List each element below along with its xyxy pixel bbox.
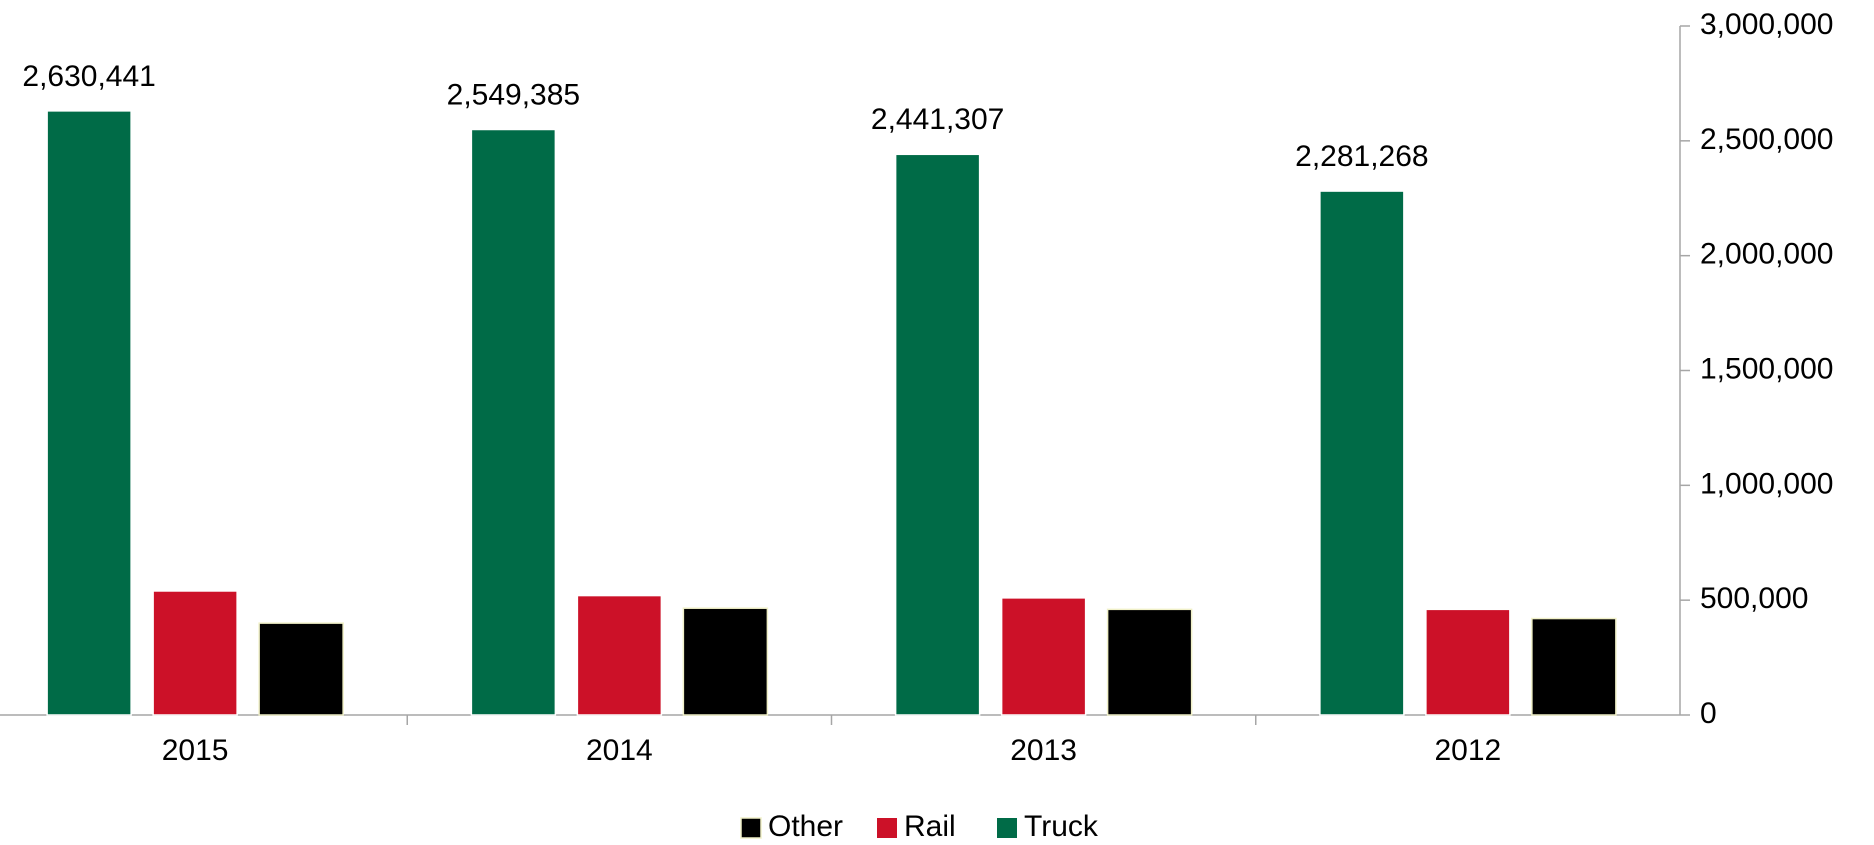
legend-label: Truck bbox=[1024, 810, 1099, 843]
bar bbox=[682, 607, 769, 716]
bar bbox=[470, 128, 557, 716]
y-tick-label: 1,000,000 bbox=[1700, 467, 1833, 500]
bar bbox=[258, 622, 344, 716]
bar bbox=[1531, 617, 1617, 716]
bar bbox=[152, 590, 238, 716]
x-tick-label: 2015 bbox=[162, 734, 229, 767]
bar bbox=[576, 594, 663, 716]
bar bbox=[894, 153, 981, 716]
y-tick-label: 0 bbox=[1700, 697, 1717, 730]
bar bbox=[1319, 190, 1405, 716]
data-label: 2,281,268 bbox=[1295, 140, 1428, 173]
x-tick-label: 2013 bbox=[1010, 734, 1077, 767]
legend-swatch bbox=[877, 818, 897, 838]
data-label: 2,630,441 bbox=[22, 60, 155, 93]
legend-label: Rail bbox=[904, 810, 956, 843]
legend-swatch bbox=[740, 817, 762, 839]
y-tick-label: 3,000,000 bbox=[1700, 8, 1833, 41]
y-tick-label: 2,500,000 bbox=[1700, 123, 1833, 156]
bar bbox=[46, 110, 132, 716]
legend-label: Other bbox=[768, 810, 843, 843]
y-tick-label: 1,500,000 bbox=[1700, 352, 1833, 385]
y-tick-label: 2,000,000 bbox=[1700, 238, 1833, 271]
x-tick-label: 2012 bbox=[1435, 734, 1502, 767]
x-tick-label: 2014 bbox=[586, 734, 653, 767]
bar bbox=[1106, 608, 1193, 716]
bar bbox=[1425, 608, 1511, 716]
data-label: 2,549,385 bbox=[447, 78, 580, 111]
bar bbox=[1000, 597, 1087, 716]
data-label: 2,441,307 bbox=[871, 103, 1004, 136]
y-tick-label: 500,000 bbox=[1700, 582, 1808, 615]
legend-swatch bbox=[997, 818, 1017, 838]
